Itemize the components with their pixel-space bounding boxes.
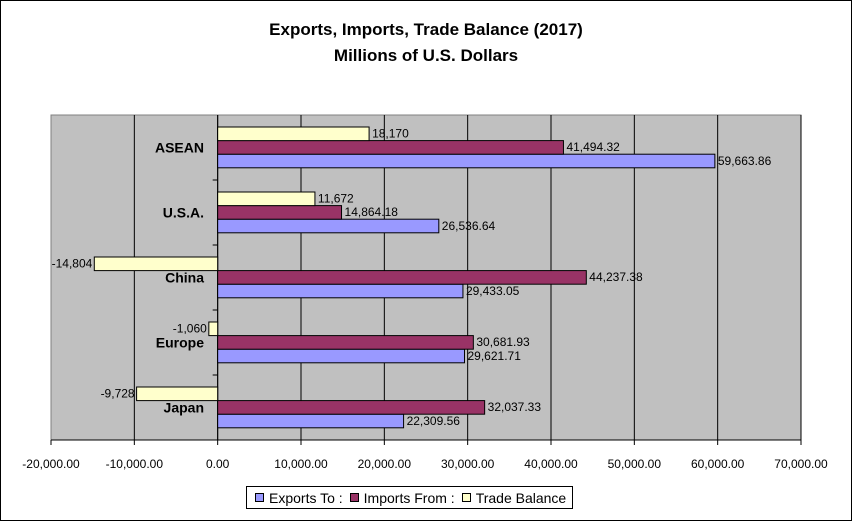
x-tick-label: 60,000.00	[691, 457, 745, 471]
bar-1-3	[217, 335, 474, 350]
bar-2-4	[136, 386, 219, 402]
legend-item-imports: Imports From :	[349, 489, 455, 506]
bar-0-4	[217, 413, 405, 429]
legend-label-trade-balance: Trade Balance	[475, 489, 567, 506]
x-tick-label: -20,000.00	[22, 457, 80, 471]
category-label: China	[165, 270, 204, 286]
category-label: Europe	[156, 335, 204, 351]
legend-label-imports: Imports From :	[363, 489, 455, 506]
x-tick-label: 10,000.00	[274, 457, 328, 471]
bar-0-1	[217, 218, 440, 234]
bar-2-1	[217, 191, 316, 207]
chart-legend: Exports To : Imports From : Trade Balanc…	[246, 486, 574, 509]
bar-1-0	[217, 140, 564, 155]
data-label: 30,681.93	[476, 335, 530, 349]
chart-title: Exports, Imports, Trade Balance (2017)	[269, 20, 583, 39]
data-label: 32,037.33	[488, 400, 542, 414]
legend-label-exports: Exports To :	[269, 489, 343, 506]
bar-1-1	[217, 205, 343, 220]
x-tick-label: 70,000.00	[774, 457, 828, 471]
x-tick-label: 50,000.00	[608, 457, 662, 471]
legend-swatch-exports	[255, 493, 264, 502]
data-label: 44,237.38	[589, 270, 643, 284]
bar-0-2	[217, 283, 464, 299]
bar-1-2	[217, 270, 587, 285]
category-label: Japan	[164, 400, 204, 416]
category-label: U.S.A.	[163, 205, 204, 221]
legend-swatch-trade-balance	[461, 493, 471, 502]
data-label: 14,864.18	[345, 205, 399, 219]
bar-2-2	[93, 256, 219, 272]
category-label: ASEAN	[155, 140, 204, 156]
data-label: 59,663.86	[718, 154, 772, 168]
data-label: 18,170	[372, 127, 409, 141]
data-label: 26,536.64	[442, 219, 496, 233]
data-label: 11,672	[318, 192, 354, 206]
data-label: -1,060	[173, 322, 207, 336]
data-label: -9,728	[101, 387, 135, 401]
bar-2-0	[217, 126, 370, 142]
x-tick-label: 40,000.00	[524, 457, 578, 471]
data-label: -14,804	[52, 257, 93, 271]
legend-swatch-imports	[349, 493, 359, 502]
x-tick-label: 20,000.00	[358, 457, 412, 471]
legend-item-exports: Exports To :	[255, 490, 343, 506]
data-label: 41,494.32	[566, 140, 620, 154]
bar-1-4	[217, 400, 486, 415]
x-tick-label: 30,000.00	[441, 457, 495, 471]
legend-item-trade-balance: Trade Balance	[461, 489, 567, 506]
bar-2-3	[208, 321, 219, 337]
data-label: 29,433.05	[466, 284, 520, 298]
chart-subtitle: Millions of U.S. Dollars	[333, 46, 519, 65]
x-tick-label: -10,000.00	[106, 457, 164, 471]
bar-0-0	[217, 153, 716, 169]
x-tick-label: 0.00	[206, 457, 230, 471]
data-label: 22,309.56	[407, 414, 461, 428]
data-label: 29,621.71	[468, 349, 522, 363]
bar-0-3	[217, 348, 466, 364]
